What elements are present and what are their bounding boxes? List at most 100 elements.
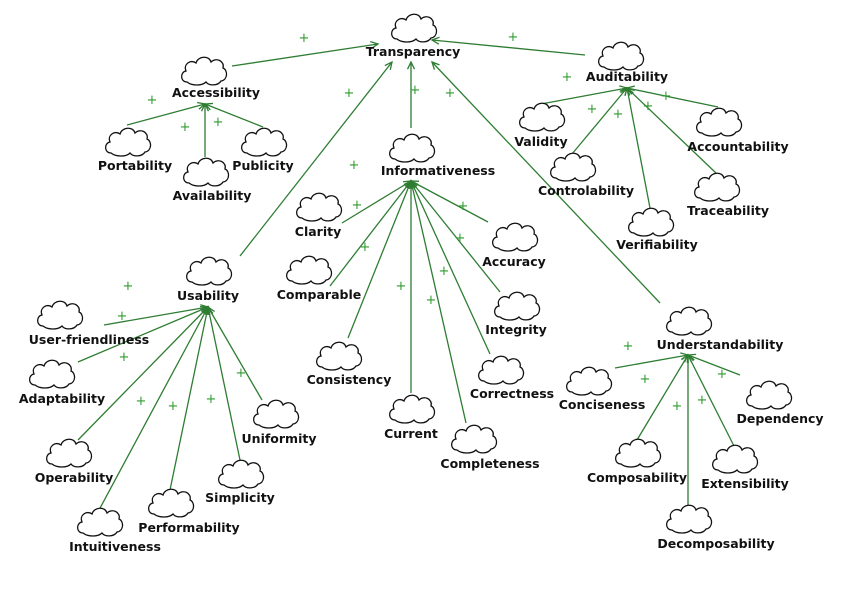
node-availability[interactable]: Availability xyxy=(173,157,252,203)
edge-arrowhead xyxy=(430,36,440,45)
edge-operability-to-usability: + xyxy=(77,305,210,441)
edge-sign: + xyxy=(352,198,363,213)
node-label: Comparable xyxy=(277,287,361,302)
edge-line xyxy=(431,61,661,304)
cloud-icon xyxy=(388,133,436,163)
node-accountability[interactable]: Accountability xyxy=(687,107,789,154)
node-label: Availability xyxy=(173,188,252,203)
node-consistency[interactable]: Consistency xyxy=(307,341,392,387)
cloud-icon xyxy=(627,207,675,237)
node-informativeness[interactable]: Informativeness xyxy=(381,133,495,178)
cloud-icon xyxy=(252,399,300,429)
node-accessibility[interactable]: Accessibility xyxy=(172,56,260,100)
node-simplicity[interactable]: Simplicity xyxy=(205,459,275,505)
edge-auditability-to-transparency: + xyxy=(430,30,586,56)
node-completeness[interactable]: Completeness xyxy=(440,424,540,471)
node-publicity[interactable]: Publicity xyxy=(232,127,294,173)
node-controlability[interactable]: Controlability xyxy=(538,152,634,198)
node-label: Performability xyxy=(138,520,239,535)
edge-sign: + xyxy=(643,99,654,114)
cloud-icon xyxy=(565,366,613,396)
node-comparable[interactable]: Comparable xyxy=(277,255,361,302)
node-label: Informativeness xyxy=(381,163,495,178)
edge-completeness-to-informativeness: + xyxy=(408,179,467,424)
node-verifiability[interactable]: Verifiability xyxy=(616,207,698,252)
edge-line xyxy=(341,180,412,224)
edge-sign: + xyxy=(613,107,624,122)
edge-line xyxy=(169,306,209,491)
edge-dependency-to-understandability: + xyxy=(686,353,741,382)
node-operability[interactable]: Operability xyxy=(35,438,114,485)
node-transparency[interactable]: Transparency xyxy=(366,13,461,59)
node-integrity[interactable]: Integrity xyxy=(485,291,547,337)
edge-line xyxy=(103,306,209,326)
node-adaptability[interactable]: Adaptability xyxy=(19,359,105,406)
node-dependency[interactable]: Dependency xyxy=(736,380,824,426)
cloud-icon xyxy=(695,107,743,137)
node-portability[interactable]: Portability xyxy=(98,127,172,173)
edge-sign: + xyxy=(439,264,450,279)
edges-layer: + +++ +++ +++ +++++++++++++++ + +++++ ++ xyxy=(77,30,741,511)
cloud-icon xyxy=(295,192,343,222)
node-usability[interactable]: Usability xyxy=(177,256,239,303)
node-traceability[interactable]: Traceability xyxy=(687,172,769,218)
cloud-icon xyxy=(285,255,333,285)
cloud-icon xyxy=(693,172,741,202)
node-validity[interactable]: Validity xyxy=(514,102,568,149)
edge-arrowhead xyxy=(409,180,420,188)
edge-sign: + xyxy=(640,372,651,387)
node-understandability[interactable]: Understandability xyxy=(657,306,784,352)
edge-sign: + xyxy=(697,393,708,408)
edge-usability-to-transparency: + xyxy=(239,60,393,257)
node-user-friendliness[interactable]: User-friendliness xyxy=(29,300,149,347)
node-intuitiveness[interactable]: Intuitiveness xyxy=(69,507,161,554)
node-composability[interactable]: Composability xyxy=(587,438,687,485)
node-correctness[interactable]: Correctness xyxy=(470,355,554,401)
edge-sign: + xyxy=(672,399,683,414)
node-label: Usability xyxy=(177,288,239,303)
edge-line xyxy=(329,180,412,287)
edge-arrowhead xyxy=(384,60,393,70)
edge-sign: + xyxy=(213,115,224,130)
node-uniformity[interactable]: Uniformity xyxy=(242,399,317,446)
node-label: Understandability xyxy=(657,337,784,352)
cloud-icon xyxy=(450,424,498,454)
node-label: Verifiability xyxy=(616,237,698,252)
edge-accuracy-to-informativeness: + xyxy=(409,180,489,223)
edge-line xyxy=(204,103,264,128)
node-label: Composability xyxy=(587,470,687,485)
node-extensibility[interactable]: Extensibility xyxy=(701,444,789,491)
node-auditability[interactable]: Auditability xyxy=(586,41,668,84)
edge-line xyxy=(410,180,491,355)
edge-line xyxy=(410,180,467,424)
edge-availability-to-accessibility: + xyxy=(180,102,210,157)
edge-sign: + xyxy=(117,309,128,324)
cloud-icon xyxy=(665,306,713,336)
edge-line xyxy=(231,43,379,67)
edge-line xyxy=(77,306,209,441)
edge-line xyxy=(626,87,651,209)
node-label: Transparency xyxy=(366,44,461,59)
edge-line xyxy=(207,306,241,461)
edge-line xyxy=(347,180,412,339)
edge-arrowhead xyxy=(625,85,635,94)
node-label: Accessibility xyxy=(172,85,260,100)
node-conciseness[interactable]: Conciseness xyxy=(559,366,646,412)
edge-arrowhead xyxy=(370,41,380,50)
node-accuracy[interactable]: Accuracy xyxy=(482,222,546,269)
cloud-icon xyxy=(147,488,195,518)
edge-sign: + xyxy=(360,240,371,255)
node-label: Dependency xyxy=(736,411,823,426)
node-label: Uniformity xyxy=(242,431,317,446)
cloud-icon xyxy=(518,102,566,132)
node-performability[interactable]: Performability xyxy=(138,488,240,535)
edge-performability-to-usability: + xyxy=(168,305,211,491)
node-label: Integrity xyxy=(485,322,547,337)
node-label: Decomposability xyxy=(657,536,774,551)
edge-line xyxy=(687,354,735,447)
node-decomposability[interactable]: Decomposability xyxy=(657,504,775,551)
edge-line xyxy=(410,180,489,223)
node-current[interactable]: Current xyxy=(384,394,438,441)
node-label: Conciseness xyxy=(559,397,646,412)
node-clarity[interactable]: Clarity xyxy=(295,192,343,239)
